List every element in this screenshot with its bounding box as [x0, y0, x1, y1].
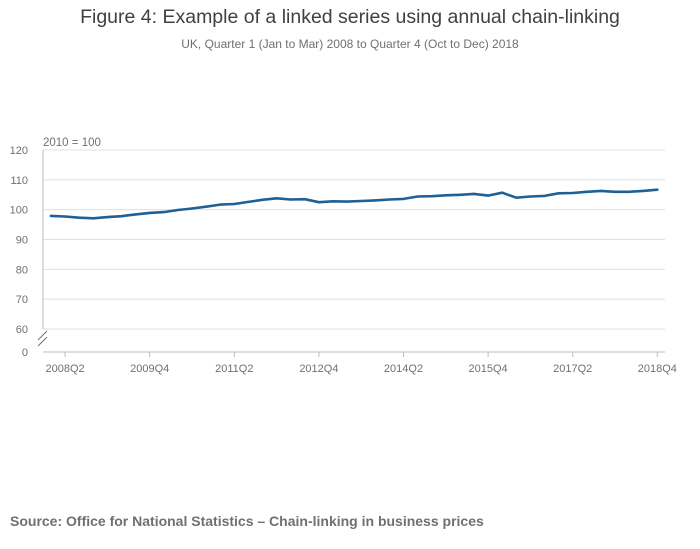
data-point — [501, 191, 504, 194]
data-point — [49, 214, 53, 218]
y-tick-label: 110 — [10, 175, 28, 187]
x-tick-label: 2012Q4 — [299, 363, 338, 375]
y-tick-label: 60 — [16, 324, 28, 336]
data-point — [472, 192, 476, 196]
unit-label: 2010 = 100 — [43, 137, 101, 149]
data-point — [416, 195, 419, 198]
data-point — [204, 205, 208, 208]
data-point — [162, 210, 165, 214]
chart-subtitle: UK, Quarter 1 (Jan to Mar) 2008 to Quart… — [181, 37, 519, 51]
data-point — [543, 194, 546, 198]
data-point — [219, 203, 222, 206]
data-point — [613, 190, 617, 193]
x-tick-label: 2018Q4 — [638, 363, 677, 375]
data-point — [317, 201, 321, 204]
data-point — [63, 215, 67, 218]
data-point — [289, 198, 292, 201]
series-line — [49, 188, 659, 220]
data-point — [515, 196, 518, 199]
y-tick-label: 80 — [16, 264, 28, 276]
data-point — [303, 198, 306, 201]
axis-break-mark — [37, 336, 48, 347]
data-point — [190, 207, 194, 210]
data-point — [444, 194, 447, 197]
data-point — [261, 198, 264, 202]
y-tick-label: 70 — [16, 294, 28, 306]
x-tick-label: 2008Q2 — [46, 363, 85, 375]
data-point — [247, 200, 250, 204]
x-tick-label: 2009Q4 — [130, 363, 169, 375]
y-tick-label: 90 — [16, 235, 28, 247]
axis-break-mark — [37, 330, 48, 341]
x-tick-label: 2011Q2 — [215, 363, 253, 375]
data-point — [134, 213, 137, 216]
data-point — [627, 190, 631, 193]
data-point — [148, 211, 151, 215]
data-point — [642, 189, 645, 193]
data-point — [571, 191, 574, 195]
data-point — [120, 215, 123, 218]
data-point — [78, 216, 81, 219]
data-point — [557, 192, 560, 195]
data-point — [402, 197, 405, 201]
data-point — [486, 194, 490, 197]
data-point — [92, 217, 95, 220]
x-tick-label: 2014Q2 — [384, 363, 423, 375]
data-point — [599, 189, 603, 193]
y-tick-label: 120 — [10, 145, 28, 157]
line-chart: 120 110 100 90 80 70 60 0 2010 = 100 2008Q2 2009Q4… — [10, 137, 677, 375]
data-point — [374, 199, 377, 202]
data-point — [331, 200, 335, 203]
data-point — [529, 195, 532, 198]
data-point — [585, 190, 588, 193]
data-point — [275, 197, 278, 200]
data-point — [430, 195, 433, 198]
data-point — [458, 193, 462, 196]
data-point — [656, 188, 659, 191]
x-tick-label: 2015Q4 — [469, 363, 508, 375]
x-tick-label: 2017Q2 — [553, 363, 592, 375]
y-tick-label: 0 — [22, 347, 28, 359]
data-point — [345, 200, 349, 203]
data-point — [388, 198, 391, 201]
data-point — [360, 199, 363, 203]
data-point — [176, 208, 180, 212]
data-point — [106, 215, 109, 219]
chart-title: Figure 4: Example of a linked series usi… — [80, 6, 620, 28]
source-note: Source: Office for National Statistics –… — [10, 513, 484, 529]
y-tick-label: 100 — [10, 205, 28, 217]
data-point — [233, 202, 236, 206]
